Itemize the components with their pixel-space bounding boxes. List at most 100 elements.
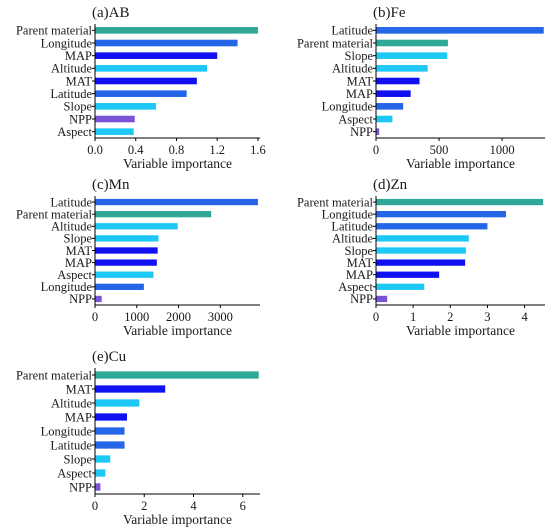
x-tick-label: 3 [484, 310, 490, 324]
bar [95, 211, 212, 218]
bar [95, 52, 218, 59]
x-axis-label: Variable importance [123, 512, 232, 527]
category-label: MAT [66, 74, 93, 88]
x-tick-label: 0 [92, 310, 98, 324]
bar [376, 211, 506, 218]
category-label: Longitude [322, 207, 374, 221]
category-label: MAT [66, 382, 93, 396]
x-tick-label: 1000 [124, 310, 149, 324]
x-tick-label: 500 [430, 143, 449, 157]
bar [95, 295, 102, 303]
bar [376, 39, 448, 47]
bar [95, 247, 158, 254]
x-axis-label: Variable importance [406, 156, 515, 171]
category-label: Slope [64, 232, 93, 246]
category-label: MAP [65, 410, 92, 424]
bar [95, 455, 111, 463]
bar [95, 27, 258, 34]
category-label: MAT [347, 74, 374, 88]
category-label: Parent material [297, 36, 374, 50]
x-tick-label: 0 [373, 143, 379, 157]
category-label: MAP [65, 256, 92, 270]
bar [95, 223, 178, 230]
category-label: NPP [350, 292, 373, 306]
bar [376, 77, 420, 85]
bar [95, 128, 134, 135]
category-label: Aspect [338, 112, 373, 126]
x-tick-label: 0.8 [169, 143, 185, 157]
bar [95, 413, 128, 421]
bar [376, 198, 544, 206]
x-tick-label: 2000 [166, 310, 191, 324]
category-label: NPP [350, 125, 373, 139]
bar [376, 283, 425, 290]
bar [95, 427, 125, 435]
category-label: Altitude [51, 62, 92, 76]
x-tick-label: 1.6 [250, 143, 266, 157]
bar [95, 65, 208, 72]
x-tick-label: 1000 [490, 143, 515, 157]
x-tick-label: 6 [240, 499, 246, 513]
category-label: Parent material [16, 24, 93, 38]
category-label: Longitude [41, 36, 93, 50]
bar [376, 90, 411, 97]
chart-title: (d)Zn [373, 177, 408, 193]
x-tick-label: 1.2 [209, 143, 225, 157]
bar [95, 39, 238, 47]
bar [95, 259, 157, 266]
bar [95, 271, 154, 278]
category-label: MAT [347, 256, 374, 270]
bar [95, 77, 197, 85]
bar [376, 103, 404, 110]
category-label: Latitude [50, 195, 92, 209]
bar [95, 469, 106, 477]
bar [376, 247, 466, 254]
category-label: Aspect [57, 466, 92, 480]
category-label: Slope [345, 49, 374, 63]
chart-panel-3: (d)Zn Parent materialLongitudeLatitudeAlt… [297, 177, 545, 338]
x-tick-label: 0.4 [128, 143, 144, 157]
category-label: Parent material [297, 195, 374, 209]
x-axis-label: Variable importance [406, 323, 515, 338]
bar [95, 399, 140, 407]
x-axis-label: Variable importance [123, 323, 232, 338]
category-label: Latitude [331, 24, 373, 38]
category-label: Aspect [57, 268, 92, 282]
chart-panel-4: (e)Cu Parent materialMATAltitudeMAPLongit… [16, 349, 260, 527]
bar [376, 295, 388, 303]
category-label: Aspect [57, 125, 92, 139]
bar [95, 371, 259, 379]
x-tick-label: 4 [521, 310, 528, 324]
bar [95, 115, 135, 123]
bar [376, 223, 488, 230]
x-axis-label: Variable importance [123, 156, 232, 171]
category-label: NPP [69, 112, 92, 126]
x-tick-label: 2 [141, 499, 147, 513]
bar [376, 259, 466, 266]
chart-title: (b)Fe [373, 5, 406, 21]
bar [95, 198, 258, 206]
category-label: Slope [64, 452, 93, 466]
category-label: Longitude [41, 280, 93, 294]
category-label: NPP [69, 292, 92, 306]
x-tick-label: 0 [92, 499, 98, 513]
category-label: Longitude [41, 424, 93, 438]
bar [95, 235, 159, 242]
category-label: Altitude [332, 62, 373, 76]
category-label: Parent material [16, 368, 93, 382]
x-tick-label: 0.0 [87, 143, 103, 157]
chart-title: (a)AB [92, 5, 130, 21]
category-label: Altitude [51, 396, 92, 410]
x-tick-label: 3000 [208, 310, 233, 324]
category-label: Aspect [338, 280, 373, 294]
category-label: MAT [66, 244, 93, 258]
x-tick-label: 2 [447, 310, 453, 324]
category-label: Parent material [16, 207, 93, 221]
bar [376, 27, 544, 34]
category-label: Longitude [322, 100, 374, 114]
bar [95, 441, 125, 449]
bar [95, 283, 144, 290]
